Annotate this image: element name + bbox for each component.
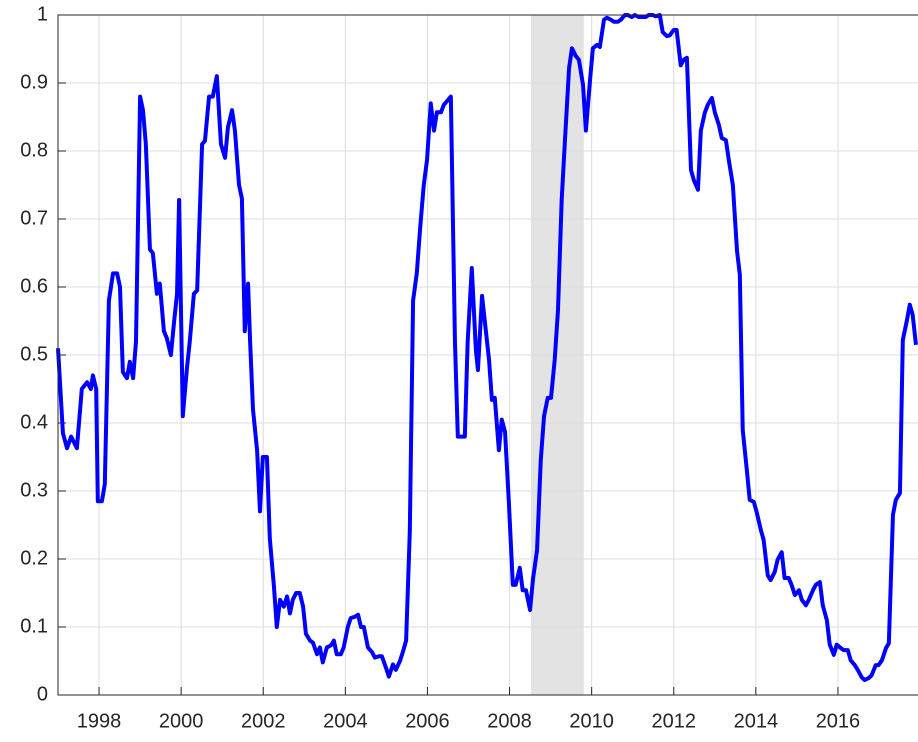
x-tick-label: 2008 xyxy=(487,710,532,732)
x-tick-label: 2016 xyxy=(816,710,861,732)
x-tick-label: 2006 xyxy=(405,710,450,732)
x-tick-label: 2004 xyxy=(323,710,368,732)
y-tick-label: 0.2 xyxy=(20,547,48,569)
y-tick-label: 0.6 xyxy=(20,275,48,297)
data-line xyxy=(56,13,918,683)
x-tick-label: 2010 xyxy=(569,710,614,732)
y-tick-label: 0.1 xyxy=(20,615,48,637)
x-tick-label: 1998 xyxy=(77,710,122,732)
x-tick-label: 2000 xyxy=(159,710,204,732)
y-tick-label: 1 xyxy=(37,3,48,25)
y-tick-label: 0.5 xyxy=(20,343,48,365)
y-tick-label: 0.8 xyxy=(20,139,48,161)
x-tick-label: 2012 xyxy=(652,710,697,732)
axes-frame xyxy=(57,14,918,696)
x-tick-label: 2014 xyxy=(734,710,779,732)
x-tick-label: 2002 xyxy=(241,710,286,732)
y-tick-label: 0.7 xyxy=(20,207,48,229)
y-tick-label: 0.3 xyxy=(20,479,48,501)
y-tick-label: 0.4 xyxy=(20,411,48,433)
y-tick-label: 0 xyxy=(37,683,48,705)
y-tick-label: 0.9 xyxy=(20,71,48,93)
